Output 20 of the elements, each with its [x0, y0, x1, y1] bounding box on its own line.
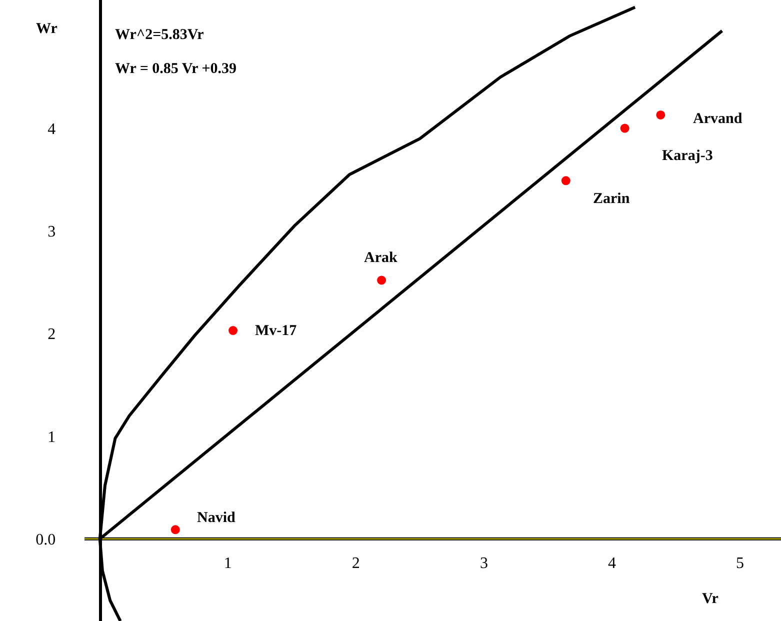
y-tick-label: 2 [48, 326, 56, 344]
annotation: Navid [197, 510, 236, 526]
y-axis-title: Wr [36, 21, 58, 37]
x-axis-title: Vr [702, 591, 719, 607]
y-tick-label: 4 [48, 120, 56, 138]
x-tick-label: 1 [224, 554, 232, 572]
x-tick-label: 5 [736, 554, 744, 572]
y-tick-label: 0.0 [36, 531, 56, 548]
annotation: Karaj-3 [662, 148, 713, 164]
annotation: Wr = 0.85 Vr +0.39 [115, 61, 237, 77]
annotation: Zarin [593, 191, 630, 207]
x-tick-label: 2 [352, 554, 360, 572]
y-tick-label: 1 [48, 428, 56, 446]
annotation: Arak [364, 250, 398, 266]
annotation: Wr^2=5.83Vr [115, 27, 204, 43]
annotation: Mv-17 [255, 323, 298, 339]
annotation: Arvand [693, 111, 743, 127]
y-tick-label: 3 [48, 224, 56, 241]
x-tick-label: 4 [608, 554, 616, 572]
x-tick-label: 3 [480, 554, 488, 572]
